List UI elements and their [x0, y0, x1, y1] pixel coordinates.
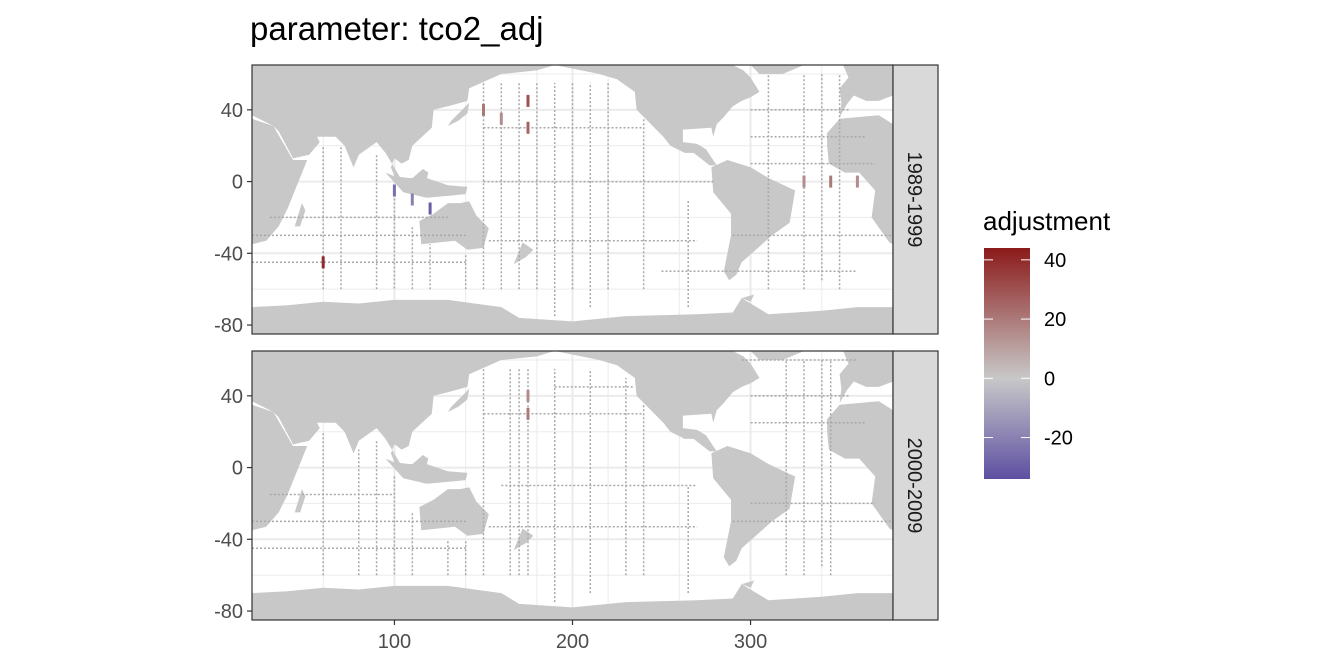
color-legend: adjustment 40 20 0 -20 [983, 206, 1111, 479]
arabia-land [280, 127, 320, 159]
antarctic-peninsula-land [741, 580, 755, 588]
south-america-land [711, 160, 796, 281]
greenland-land [750, 65, 804, 74]
africa-west-land [827, 401, 893, 531]
eurasia-land [252, 65, 555, 180]
north-america-land [554, 65, 760, 166]
india-land [337, 424, 374, 454]
y-tick-label: 0 [232, 458, 243, 480]
adjustment-cell [526, 121, 530, 134]
africa-land [252, 404, 308, 531]
x-tick-label: 300 [734, 631, 767, 653]
legend-tick-label: 20 [1044, 309, 1066, 331]
arabia-land [280, 413, 320, 445]
panel-2000-2009: 2000-2009 40 0 -40 -80 [214, 350, 939, 623]
adjustment-cell [428, 202, 432, 215]
adjustment-cell [410, 193, 414, 206]
antarctica-land [252, 298, 893, 334]
adjustment-cell [802, 175, 806, 188]
adjustment-cell [392, 184, 396, 197]
y-tick-label: -40 [214, 529, 243, 551]
legend-tick-label: 40 [1044, 250, 1066, 272]
british-isles-land [846, 77, 854, 92]
cruise-tracks-layer [252, 359, 893, 603]
panel-1989-1999: 1989-1999 40 0 -40 -80 [214, 64, 939, 337]
legend-tick-label: 0 [1044, 368, 1055, 390]
legend-title: adjustment [983, 206, 1111, 236]
adjustment-cell [526, 389, 530, 402]
japan-land [447, 388, 470, 412]
adjustment-cells-layer [526, 389, 530, 420]
indonesia-land [385, 172, 468, 198]
british-isles-land [846, 363, 854, 378]
adjustment-cells-layer [321, 94, 859, 269]
adjustment-cell [499, 112, 503, 125]
japan-land [447, 102, 470, 126]
y-tick-label: 40 [221, 100, 243, 122]
cruise-tracks-layer [252, 74, 893, 317]
legend-colorbar [984, 248, 1030, 479]
borneo-land [410, 169, 429, 187]
y-tick-label: -80 [214, 601, 243, 623]
australia-land [419, 487, 489, 536]
africa-west-land [827, 115, 893, 245]
y-tick-label: 0 [232, 172, 243, 194]
antarctic-peninsula-land [741, 294, 755, 302]
y-tick-label: -80 [214, 315, 243, 337]
adjustment-cell [526, 94, 530, 107]
india-land [337, 138, 374, 168]
land-mass-layer [252, 65, 893, 334]
facet-strip [892, 64, 939, 335]
y-tick-label: 40 [221, 386, 243, 408]
australia-land [419, 201, 489, 250]
north-america-land [554, 351, 760, 452]
facet-strip-label: 2000-2009 [903, 438, 925, 534]
x-axis: 100 200 300 [378, 620, 767, 653]
greenland-land [750, 351, 804, 360]
chart-title: parameter: tco2_adj [250, 10, 544, 47]
adjustment-cell [482, 103, 485, 116]
legend-ticks: 40 20 0 -20 [984, 250, 1073, 450]
x-tick-label: 100 [378, 631, 411, 653]
y-tick-label: -40 [214, 243, 243, 265]
x-tick-label: 200 [556, 631, 589, 653]
y-axis: 40 0 -40 -80 [214, 386, 252, 623]
facet-strip-label: 1989-1999 [903, 152, 925, 248]
south-america-land [711, 446, 796, 567]
legend-tick-label: -20 [1044, 428, 1073, 450]
new-zealand-land [513, 242, 534, 265]
madagascar-land [294, 203, 306, 227]
adjustment-cell [526, 407, 530, 420]
y-axis: 40 0 -40 -80 [214, 100, 252, 337]
facet-strip [892, 350, 939, 621]
adjustment-cell [855, 175, 859, 188]
africa-land [252, 118, 308, 245]
antarctica-land [252, 584, 893, 620]
land-mass-layer [252, 351, 893, 620]
adjustment-cell [829, 175, 833, 188]
eurasia-land [252, 351, 555, 466]
borneo-land [410, 455, 429, 473]
adjustment-cell [321, 256, 325, 269]
indonesia-land [385, 458, 468, 484]
